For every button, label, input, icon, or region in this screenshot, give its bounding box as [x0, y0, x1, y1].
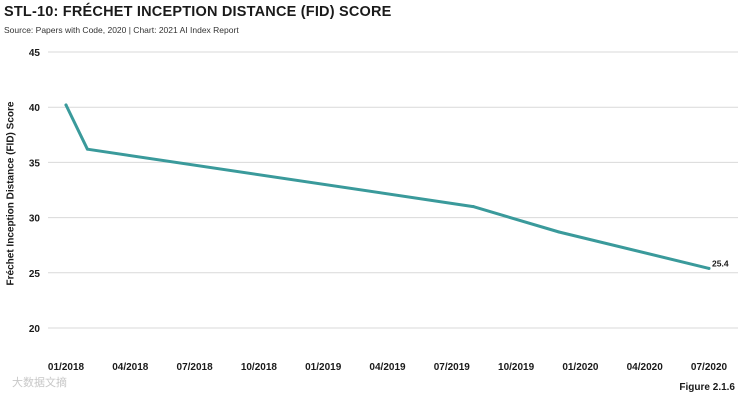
y-tick-label: 45: [29, 48, 41, 59]
x-tick-label: 04/2019: [369, 362, 406, 373]
data-label: 25.4: [712, 258, 729, 268]
x-tick-label: 01/2019: [305, 362, 342, 373]
data-point: [85, 147, 89, 151]
data-point: [707, 266, 711, 270]
y-tick-label: 40: [29, 103, 41, 114]
x-tick-label: 01/2020: [562, 362, 599, 373]
data-point: [471, 205, 475, 209]
data-point: [557, 230, 561, 234]
data-point: [64, 103, 68, 107]
series-line: [64, 103, 711, 270]
x-tick-label: 07/2019: [434, 362, 471, 373]
chart-source: Source: Papers with Code, 2020 | Chart: …: [4, 25, 239, 35]
chart-title: STL-10: FRÉCHET INCEPTION DISTANCE (FID)…: [4, 4, 392, 20]
x-tick-label: 10/2018: [241, 362, 278, 373]
y-tick-label: 25: [29, 269, 41, 280]
x-tick-label: 10/2019: [498, 362, 535, 373]
x-tick-label: 04/2018: [112, 362, 149, 373]
x-tick-label: 01/2018: [48, 362, 85, 373]
x-tick-label: 07/2020: [691, 362, 728, 373]
x-tick-label: 07/2018: [177, 362, 214, 373]
figure-label: Figure 2.1.6: [679, 382, 735, 393]
y-tick-label: 30: [29, 214, 41, 225]
x-tick-label: 04/2020: [627, 362, 664, 373]
y-tick-label: 20: [29, 324, 41, 335]
watermark-logo: 大数据文摘: [12, 377, 67, 389]
y-tick-label: 35: [29, 158, 41, 169]
